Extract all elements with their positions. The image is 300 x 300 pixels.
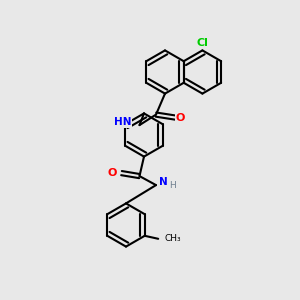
Text: Cl: Cl: [196, 38, 208, 48]
Text: N: N: [159, 177, 168, 187]
Text: O: O: [108, 168, 117, 178]
Text: H: H: [169, 181, 176, 190]
Text: O: O: [175, 112, 185, 123]
Text: HN: HN: [114, 117, 131, 127]
Text: CH₃: CH₃: [164, 234, 181, 243]
